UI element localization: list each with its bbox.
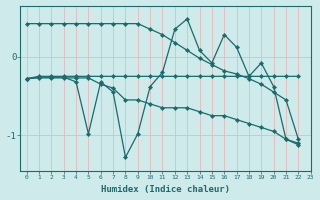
X-axis label: Humidex (Indice chaleur): Humidex (Indice chaleur) (101, 185, 230, 194)
